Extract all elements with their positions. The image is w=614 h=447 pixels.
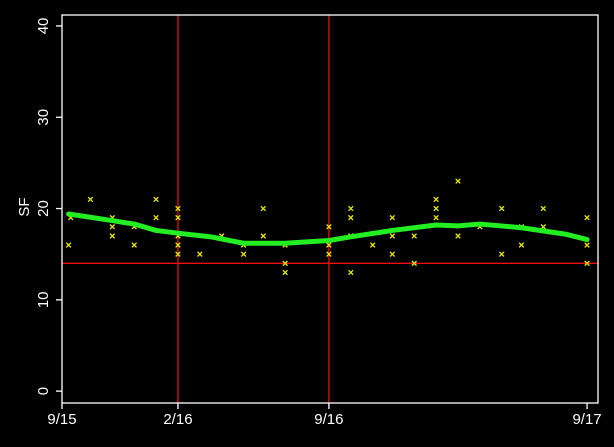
data-point <box>175 205 181 212</box>
y-tick-label: 0 <box>35 387 52 395</box>
data-point <box>584 260 590 267</box>
data-point <box>433 214 439 221</box>
data-point <box>455 178 461 184</box>
data-point <box>369 242 376 248</box>
data-point <box>348 205 354 212</box>
data-point <box>153 196 159 203</box>
data-point <box>175 214 181 221</box>
data-point <box>326 224 332 230</box>
data-point <box>389 214 396 221</box>
y-tick-label: 20 <box>35 200 52 217</box>
data-point <box>498 205 505 212</box>
data-point <box>518 242 525 248</box>
x-tick-label: 9/15 <box>47 411 76 428</box>
data-point <box>433 196 439 203</box>
smooth-line <box>66 211 590 246</box>
y-tick-label: 30 <box>35 109 52 126</box>
x-tick-label: 9/16 <box>314 411 343 428</box>
data-point <box>282 260 288 267</box>
data-point <box>326 251 332 257</box>
data-point <box>326 242 332 248</box>
data-point <box>584 242 590 248</box>
data-point <box>411 233 417 239</box>
data-point <box>389 233 396 239</box>
data-point <box>282 269 288 276</box>
x-tick-label: 9/17 <box>572 411 601 428</box>
data-point <box>389 251 396 257</box>
data-point <box>87 196 94 203</box>
data-point <box>260 205 267 212</box>
data-point <box>411 260 417 267</box>
data-point <box>348 214 354 221</box>
data-point <box>175 242 181 248</box>
data-point <box>260 233 267 239</box>
data-point <box>584 214 590 221</box>
data-point <box>153 214 159 221</box>
data-point <box>455 233 461 239</box>
x-tick-label: 2/16 <box>163 411 192 428</box>
y-tick-label: 40 <box>35 18 52 35</box>
data-point <box>65 242 72 248</box>
y-tick-label: 10 <box>35 291 52 308</box>
y-axis-label: SF <box>16 197 33 216</box>
data-point <box>197 251 203 257</box>
data-point <box>131 242 137 248</box>
data-point <box>348 269 354 276</box>
data-point <box>498 251 505 257</box>
data-point <box>240 251 247 257</box>
data-point <box>175 251 181 257</box>
data-point <box>540 205 547 212</box>
data-point <box>109 224 116 230</box>
data-point <box>433 205 439 212</box>
data-point <box>109 233 116 239</box>
